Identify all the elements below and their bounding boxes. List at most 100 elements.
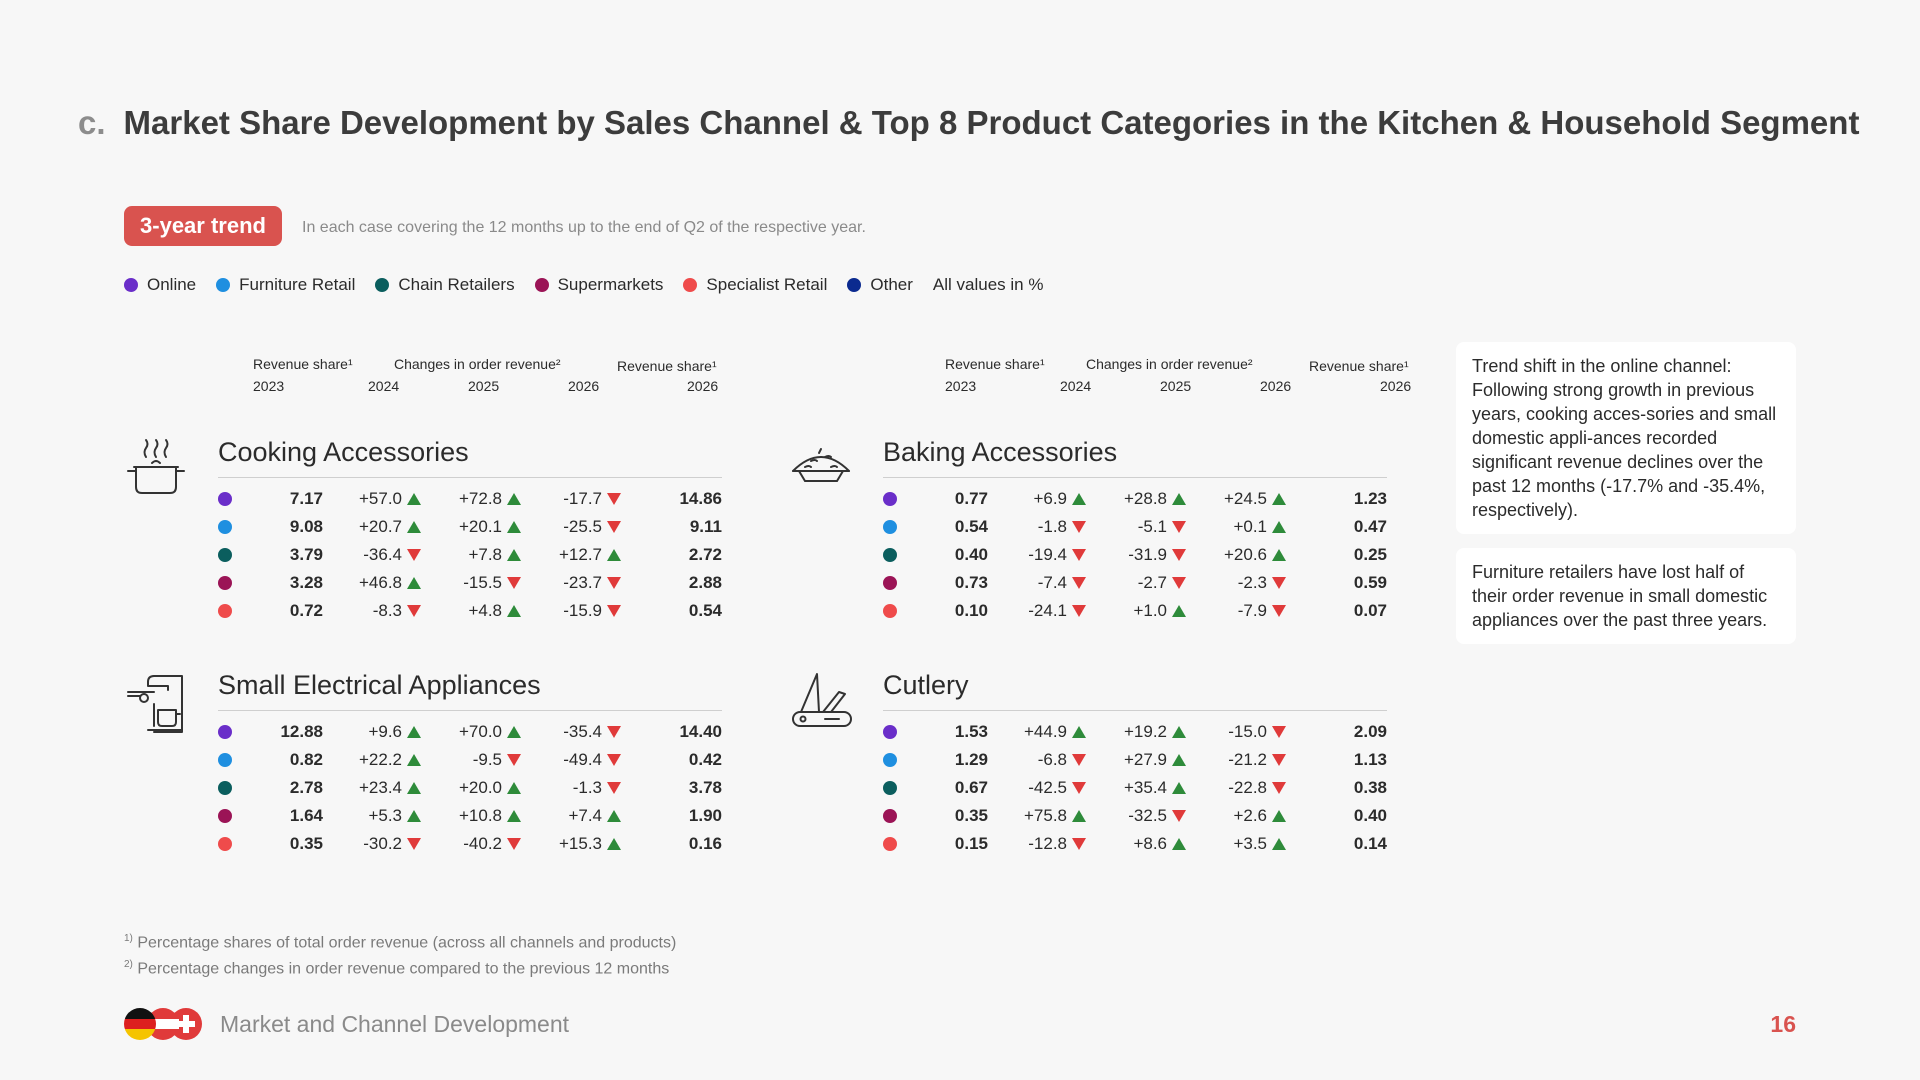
share-2026: 0.59 xyxy=(1353,573,1387,592)
share-2026: 1.13 xyxy=(1353,750,1387,769)
channel-dot xyxy=(218,548,232,562)
share-2026: 0.54 xyxy=(688,601,722,620)
trend-arrow-icon xyxy=(407,520,421,533)
table-row: 0.77 +6.9 +28.8 +24.5 1.23 xyxy=(883,487,1387,511)
table-row: 0.10 -24.1 +1.0 -7.9 0.07 xyxy=(883,599,1387,623)
header-year-2025: 2025 xyxy=(1160,378,1192,394)
trend-arrow-icon xyxy=(1172,604,1186,617)
change-2024: -36.4 xyxy=(363,543,421,567)
category-title: Baking Accessories xyxy=(883,437,1118,467)
page-number: 16 xyxy=(1770,1011,1796,1037)
trend-arrow-icon xyxy=(407,837,421,850)
change-2024: -30.2 xyxy=(363,832,421,856)
trend-note: In each case covering the 12 months up t… xyxy=(302,219,866,236)
divider xyxy=(883,710,1387,711)
table-row: 0.15 -12.8 +8.6 +3.5 0.14 xyxy=(883,832,1387,856)
change-2026: +12.7 xyxy=(559,543,621,567)
header-year-2026-share: 2026 xyxy=(1380,378,1412,394)
change-2026: -23.7 xyxy=(563,571,621,595)
legend-label: Specialist Retail xyxy=(706,275,828,294)
legend-item-supermarkets: Supermarkets xyxy=(534,275,664,295)
table-row: 0.35 -30.2 -40.2 +15.3 0.16 xyxy=(218,832,722,856)
change-2026: -17.7 xyxy=(563,487,621,511)
trend-arrow-icon xyxy=(1272,725,1286,738)
legend-label: Online xyxy=(147,275,197,294)
change-2025: +1.0 xyxy=(1133,599,1186,623)
header-year-2026: 2026 xyxy=(568,378,600,394)
legend-dot xyxy=(124,278,138,292)
change-2025: -9.5 xyxy=(473,748,521,772)
change-2024: +23.4 xyxy=(359,776,421,800)
change-2026: +15.3 xyxy=(559,832,621,856)
trend-arrow-icon xyxy=(407,809,421,822)
change-2024: -24.1 xyxy=(1028,599,1086,623)
trend-arrow-icon xyxy=(1172,781,1186,794)
change-2025: +19.2 xyxy=(1124,720,1186,744)
channel-dot xyxy=(883,604,897,618)
change-2025: -15.5 xyxy=(463,571,521,595)
channel-dot xyxy=(218,520,232,534)
change-2026: -15.9 xyxy=(563,599,621,623)
trend-arrow-icon xyxy=(607,576,621,589)
trend-arrow-icon xyxy=(1072,753,1086,766)
share-2023: 0.40 xyxy=(954,545,988,564)
trend-arrow-icon xyxy=(407,725,421,738)
trend-arrow-icon xyxy=(507,520,521,533)
share-2026: 2.72 xyxy=(688,545,722,564)
legend-dot xyxy=(375,278,390,292)
trend-arrow-icon xyxy=(1172,548,1186,561)
insight-card-online: Trend shift in the online channel: Follo… xyxy=(1456,342,1796,534)
channel-dot xyxy=(883,520,897,534)
share-2023: 9.08 xyxy=(289,517,323,536)
footnote-2: 2) Percentage changes in order revenue c… xyxy=(124,959,670,978)
change-2025: +10.8 xyxy=(459,804,521,828)
trend-arrow-icon xyxy=(407,576,421,589)
share-2023: 0.73 xyxy=(954,573,988,592)
pocket-knife-icon xyxy=(792,673,852,727)
trend-arrow-icon xyxy=(1072,837,1086,850)
header-revenue-share-2026: Revenue share¹ xyxy=(1309,358,1409,374)
change-2026: -2.3 xyxy=(1238,571,1286,595)
share-2026: 14.86 xyxy=(679,489,722,508)
channel-dot xyxy=(883,809,897,823)
change-2024: +57.0 xyxy=(359,487,421,511)
change-2024: +75.8 xyxy=(1024,804,1086,828)
change-2026: +3.5 xyxy=(1233,832,1286,856)
category-title: Cutlery xyxy=(883,670,969,700)
trend-arrow-icon xyxy=(507,548,521,561)
change-2025: +28.8 xyxy=(1124,487,1186,511)
trend-arrow-icon xyxy=(607,809,621,822)
share-2023: 0.67 xyxy=(954,778,988,797)
trend-arrow-icon xyxy=(1272,837,1286,850)
trend-arrow-icon xyxy=(1072,576,1086,589)
legend-dot xyxy=(216,278,231,292)
channel-legend: Online Furniture Retail Chain Retailers … xyxy=(124,275,1063,295)
trend-arrow-icon xyxy=(1272,576,1286,589)
divider xyxy=(883,477,1387,478)
change-2026: +2.6 xyxy=(1233,804,1286,828)
change-2025: -40.2 xyxy=(463,832,521,856)
channel-dot xyxy=(218,753,232,767)
share-2023: 7.17 xyxy=(289,489,323,508)
change-2025: +4.8 xyxy=(468,599,521,623)
change-2024: -19.4 xyxy=(1028,543,1086,567)
pie-icon xyxy=(792,448,850,482)
header-year-2023: 2023 xyxy=(253,378,285,394)
table-row: 0.35 +75.8 -32.5 +2.6 0.40 xyxy=(883,804,1387,828)
channel-dot xyxy=(218,492,232,506)
change-2024: +22.2 xyxy=(359,748,421,772)
change-2024: -12.8 xyxy=(1028,832,1086,856)
section-letter: c. xyxy=(78,104,106,141)
header-year-2025: 2025 xyxy=(468,378,500,394)
coffee-machine-icon xyxy=(127,675,183,733)
trend-arrow-icon xyxy=(1272,604,1286,617)
table-row: 1.53 +44.9 +19.2 -15.0 2.09 xyxy=(883,720,1387,744)
share-2026: 1.90 xyxy=(688,806,722,825)
trend-arrow-icon xyxy=(607,725,621,738)
channel-dot xyxy=(883,781,897,795)
legend-label: Supermarkets xyxy=(557,275,664,294)
trend-arrow-icon xyxy=(1072,604,1086,617)
trend-arrow-icon xyxy=(1172,492,1186,505)
change-2024: +6.9 xyxy=(1033,487,1086,511)
header-revenue-share-2026: Revenue share¹ xyxy=(617,358,717,374)
